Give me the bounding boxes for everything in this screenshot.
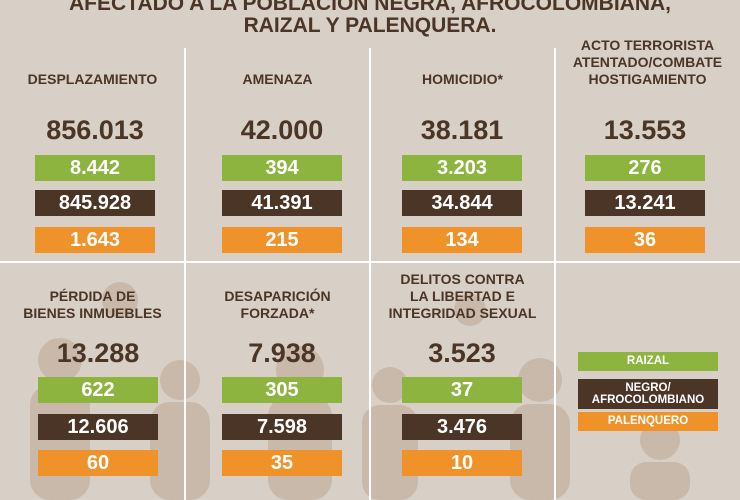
cell-title: DESPLAZAMIENTO	[27, 71, 158, 87]
value-box: 60	[38, 450, 158, 476]
cell-title: ACTO TERRORISTA	[580, 37, 715, 53]
dividers	[0, 48, 740, 500]
value-box: 134	[402, 227, 522, 253]
value-text: 134	[445, 228, 479, 251]
cell-title: PÉRDIDA DE	[49, 288, 136, 304]
value-text: 37	[450, 378, 474, 401]
value-text: 8.442	[69, 156, 121, 179]
header-line: RAIZAL Y PALENQUERA.	[243, 14, 497, 37]
legend-text: AFROCOLOMBIANO	[591, 394, 705, 406]
cell-total: 7.938	[248, 338, 316, 368]
value-box: 37	[402, 377, 522, 403]
value-box: 34.844	[402, 190, 522, 216]
value-text: 1.643	[69, 228, 121, 251]
cell-total: 42.000	[240, 115, 324, 145]
cell-total: 856.013	[46, 115, 144, 145]
header-line: AFECTADO A LA POBLACIÓN NEGRA, AFROCOLOM…	[69, 0, 671, 15]
legend-item: RAIZAL	[578, 352, 718, 371]
value-text: 3.203	[436, 156, 488, 179]
cell-title: BIENES INMUEBLES	[23, 305, 162, 321]
value-box: 7.598	[222, 414, 342, 440]
value-box: 13.241	[585, 190, 705, 216]
cell-title: AMENAZA	[242, 71, 313, 87]
value-box: 10	[402, 450, 522, 476]
cell-total: 38.181	[420, 115, 504, 145]
value-box: 36	[585, 227, 705, 253]
legend-item: PALENQUERO	[578, 412, 718, 431]
cell-total: 13.288	[56, 338, 140, 368]
value-box: 3.476	[402, 414, 522, 440]
cell-title: LA LIBERTAD E	[410, 288, 515, 304]
value-box: 394	[222, 155, 342, 181]
value-box: 276	[585, 155, 705, 181]
value-box: 3.203	[402, 155, 522, 181]
value-text: 276	[628, 156, 662, 179]
value-box: 305	[222, 377, 342, 403]
legend-text: NEGRO/	[625, 381, 671, 394]
value-text: 305	[265, 378, 299, 401]
cell-title: FORZADA*	[240, 305, 315, 321]
cell-title: DELITOS CONTRA	[400, 271, 525, 287]
value-text: 622	[81, 378, 115, 401]
legend-text: PALENQUERO	[607, 415, 689, 428]
value-text: 845.928	[58, 191, 132, 214]
legend-item: NEGRO/AFROCOLOMBIANO	[578, 379, 718, 409]
value-text: 35	[270, 451, 294, 474]
value-text: 215	[265, 228, 299, 251]
value-box: 35	[222, 450, 342, 476]
value-text: 41.391	[251, 191, 313, 214]
value-text: 12.606	[67, 415, 129, 438]
legend-text: RAIZAL	[626, 355, 670, 368]
cell-title: INTEGRIDAD SEXUAL	[388, 305, 537, 321]
value-box: 845.928	[35, 190, 155, 216]
cell-title: HOSTIGAMIENTO	[588, 71, 707, 87]
value-box: 622	[38, 377, 158, 403]
value-text: 13.241	[614, 191, 676, 214]
cell-total: 13.553	[603, 115, 687, 145]
value-text: 60	[86, 451, 110, 474]
value-box: 12.606	[38, 414, 158, 440]
value-box: 215	[222, 227, 342, 253]
value-box: 8.442	[35, 155, 155, 181]
value-text: 3.476	[436, 415, 488, 438]
cell-title: DESAPARICIÓN	[224, 288, 331, 304]
value-text: 394	[265, 156, 299, 179]
value-text: 7.598	[256, 415, 308, 438]
value-box: 1.643	[35, 227, 155, 253]
value-text: 10	[450, 451, 474, 474]
value-box: 41.391	[222, 190, 342, 216]
cell-total: 3.523	[428, 338, 496, 368]
cell-title: HOMICIDIO*	[422, 71, 503, 87]
value-text: 36	[633, 228, 657, 251]
value-text: 34.844	[431, 191, 493, 214]
cell-title: ATENTADO/COMBATE	[572, 54, 723, 70]
